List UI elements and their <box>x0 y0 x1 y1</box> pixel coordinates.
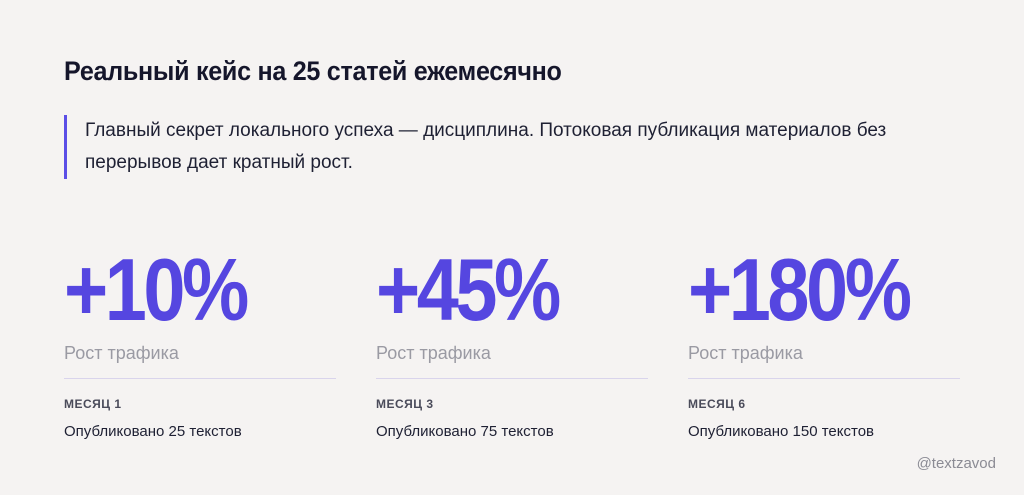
stat-month: МЕСЯЦ 3 <box>376 397 434 411</box>
quote-line-2: перерывов дает кратный рост. <box>85 152 353 173</box>
watermark-handle: @textzavod <box>916 455 996 472</box>
stat-card-month-1: +10% Рост трафика МЕСЯЦ 1 Опубликовано 2… <box>64 242 336 440</box>
stat-card-month-6: +180% Рост трафика МЕСЯЦ 6 Опубликовано … <box>688 242 960 440</box>
stat-published: Опубликовано 75 текстов <box>376 423 554 440</box>
stat-month: МЕСЯЦ 1 <box>64 397 122 411</box>
stat-label: Рост трафика <box>64 343 179 363</box>
stat-label: Рост трафика <box>376 343 491 363</box>
stat-month: МЕСЯЦ 6 <box>688 397 746 411</box>
quote-block: Главный секрет локального успеха — дисци… <box>64 115 905 179</box>
stat-label: Рост трафика <box>688 343 803 363</box>
stat-published: Опубликовано 25 текстов <box>64 423 242 440</box>
stat-value: +45% <box>376 240 561 339</box>
stat-published: Опубликовано 150 текстов <box>688 423 874 440</box>
page-title: Реальный кейс на 25 статей ежемесячно <box>64 56 562 86</box>
stat-divider <box>64 378 336 379</box>
stat-divider <box>688 378 960 379</box>
stat-divider <box>376 378 648 379</box>
stat-card-month-3: +45% Рост трафика МЕСЯЦ 3 Опубликовано 7… <box>376 242 648 440</box>
stat-value: +180% <box>688 240 912 339</box>
stat-value: +10% <box>64 240 249 339</box>
quote-line-1: Главный секрет локального успеха — дисци… <box>85 120 887 141</box>
